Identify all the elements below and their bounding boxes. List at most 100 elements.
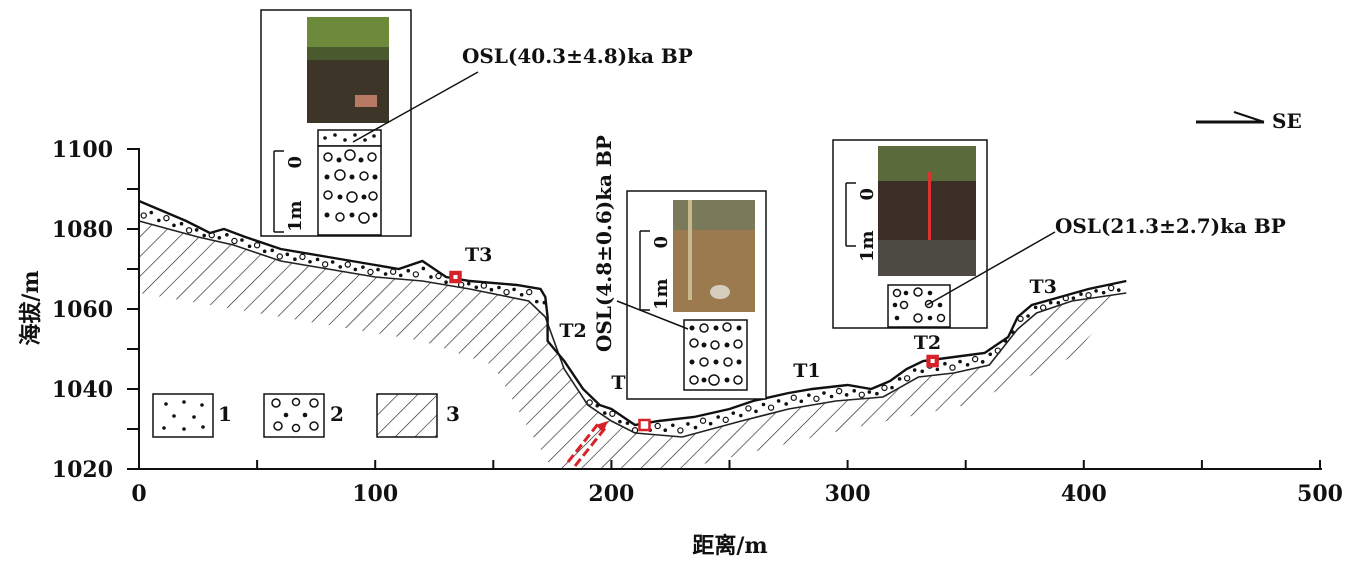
cover-dot — [965, 362, 970, 367]
cover-gravel — [722, 416, 729, 424]
x-tick-label-4: 400 — [1061, 481, 1107, 507]
sample-marker-core-2 — [930, 359, 935, 363]
cover-dot — [1033, 305, 1038, 310]
x-tick-label-0: 0 — [131, 481, 146, 507]
cover-dot — [149, 210, 154, 215]
scale-bottom-2: 1m — [651, 278, 672, 310]
cover-dot — [671, 423, 675, 428]
cover-dot — [444, 280, 448, 285]
cover-dot — [1071, 296, 1076, 300]
cover-dot — [1056, 301, 1061, 305]
direction-indicator: SE — [1196, 109, 1302, 133]
section-gravel-dots-1 — [324, 157, 378, 218]
sample-markers — [449, 270, 939, 432]
cover-gravel — [790, 394, 797, 401]
cover-dot — [980, 360, 985, 364]
cover-gravel — [949, 364, 956, 371]
scale-bottom-3: 1m — [857, 230, 878, 262]
cover-gravel — [767, 404, 775, 411]
cover-dot — [406, 268, 411, 273]
cover-dot — [875, 391, 879, 396]
section-gravel-1 — [323, 149, 378, 224]
section-photo-3 — [878, 146, 976, 276]
section-t1: 0 1m — [626, 190, 767, 400]
cover-dot — [602, 411, 607, 415]
cover-gravel — [367, 268, 374, 276]
cover-gravel — [835, 387, 843, 395]
y-axis-title: 海拔/m — [18, 270, 44, 345]
section-gravel-2 — [689, 322, 743, 386]
osl-label-3: OSL(21.3±2.7)ka BP — [1055, 214, 1286, 238]
cover-dot — [935, 367, 940, 372]
cover-dot — [519, 292, 524, 297]
cover-gravel — [609, 410, 616, 417]
cover-dot — [1079, 292, 1083, 296]
legend-label-2: 2 — [330, 402, 344, 426]
section-gravel-dots-3 — [892, 290, 943, 321]
cover-dot — [202, 233, 206, 238]
legend-label-1: 1 — [218, 402, 232, 426]
terrace-label-5: T3 — [1029, 276, 1056, 298]
cover-dot — [1026, 314, 1030, 318]
terrace-label-1: T2 — [559, 320, 586, 342]
cover-gravel — [971, 355, 979, 363]
cover-dot — [693, 425, 698, 430]
cover-dot — [330, 260, 335, 264]
cover-dot — [829, 394, 834, 399]
cover-dot — [474, 285, 479, 290]
legend-item-3: 3 — [376, 393, 460, 438]
cover-dot — [784, 402, 788, 406]
cover-dot — [625, 421, 630, 425]
cover-dot — [240, 238, 244, 242]
x-tick-label-2: 200 — [588, 481, 634, 507]
cover-gravel — [677, 427, 684, 434]
cover-dot — [225, 232, 229, 237]
cover-dot — [194, 228, 199, 232]
cover-dot — [512, 287, 516, 292]
cover-dot — [920, 369, 925, 374]
cover-dot — [988, 352, 993, 357]
cover-gravel — [881, 384, 888, 392]
cover-dot — [716, 415, 720, 419]
cover-dot — [1101, 290, 1106, 295]
cover-dot — [618, 419, 622, 424]
y-tick-label-4: 1020 — [52, 457, 113, 483]
y-ticks: 1100 1080 1060 1040 1020 — [52, 137, 139, 483]
cover-gravel — [1107, 284, 1115, 292]
x-tick-label-1: 100 — [352, 481, 398, 507]
y-tick-label-3: 1040 — [52, 377, 113, 403]
cover-gravel — [299, 253, 306, 261]
cover-dot — [1116, 288, 1121, 292]
cover-dot — [799, 399, 804, 404]
cover-dot — [1094, 289, 1098, 293]
cover-dot — [497, 285, 501, 290]
cover-dot — [731, 411, 736, 415]
cover-gravel — [526, 288, 533, 296]
cover-dot — [217, 235, 222, 240]
section-dots-1 — [323, 133, 376, 142]
section-photo-1 — [307, 17, 389, 123]
cover-dot — [466, 281, 471, 286]
cover-gravel — [344, 261, 352, 268]
cover-dot — [844, 393, 849, 397]
sample-marker-core-0 — [453, 275, 458, 279]
scale-bottom-1: 1m — [285, 200, 306, 232]
cover-gravel — [231, 237, 238, 245]
scale-top-3: 0 — [857, 188, 878, 201]
x-tick-label-3: 300 — [825, 481, 871, 507]
scale-top-2: 0 — [651, 236, 672, 249]
cover-dot — [867, 390, 872, 394]
direction-label: SE — [1272, 109, 1302, 133]
section-t3-left: 0 1m — [260, 9, 412, 237]
cover-dot — [338, 265, 343, 269]
cover-gravel — [321, 261, 329, 268]
cover-dot — [285, 252, 290, 257]
cover-dot — [172, 223, 176, 228]
cover-dot — [315, 257, 320, 262]
cover-dot — [852, 388, 857, 393]
cover-dot — [761, 402, 766, 407]
cover-dot — [822, 391, 826, 395]
section-t2-right: 0 1m — [832, 139, 988, 329]
x-ticks: 0 100 200 300 400 500 — [131, 460, 1343, 507]
cover-dot — [890, 385, 894, 390]
